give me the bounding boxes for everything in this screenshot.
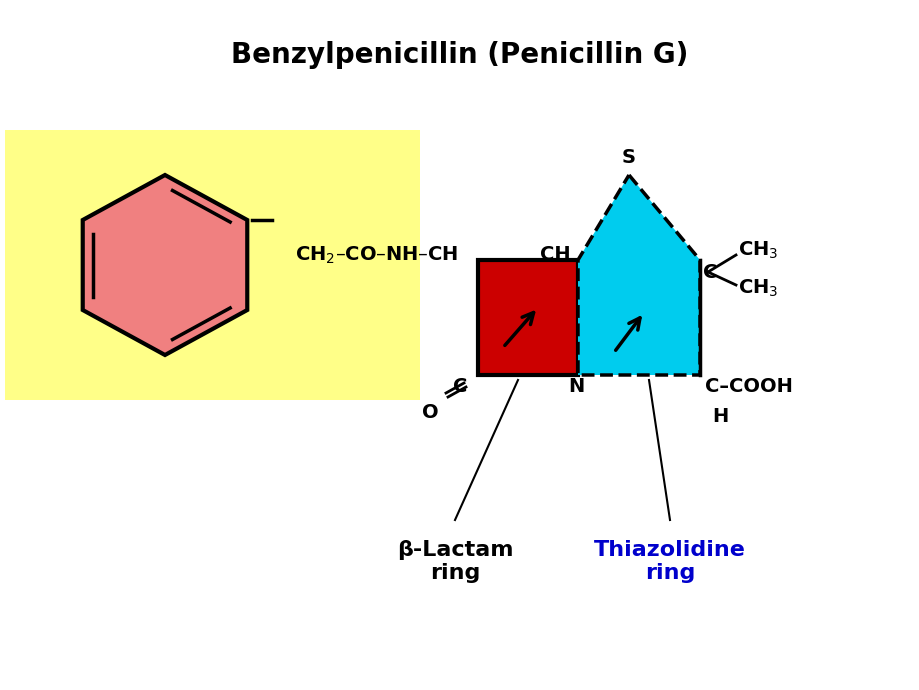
Text: β-Lactam
ring: β-Lactam ring (396, 540, 513, 583)
Bar (478, 260, 577, 375)
Text: CH: CH (539, 246, 570, 264)
Text: CH$_2$–CO–NH–CH: CH$_2$–CO–NH–CH (295, 244, 458, 266)
Text: Thiazolidine
ring: Thiazolidine ring (594, 540, 745, 583)
Text: H: H (711, 407, 728, 426)
Text: C: C (702, 262, 717, 282)
Polygon shape (577, 175, 699, 375)
Text: S: S (621, 148, 635, 167)
Text: CH$_3$: CH$_3$ (737, 239, 777, 261)
Polygon shape (83, 175, 247, 355)
Text: O: O (421, 403, 437, 422)
Text: C–COOH: C–COOH (704, 377, 792, 396)
Text: C: C (452, 377, 467, 396)
Text: N: N (567, 377, 584, 396)
Text: Benzylpenicillin (Penicillin G): Benzylpenicillin (Penicillin G) (231, 41, 688, 69)
Text: CH$_3$: CH$_3$ (737, 277, 777, 299)
Bar (5, 130, 420, 400)
